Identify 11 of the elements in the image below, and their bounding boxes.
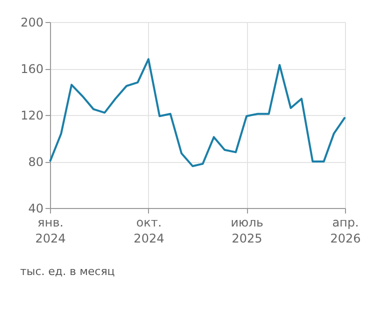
y-tick-label: 160	[20, 62, 44, 76]
y-tick-label: 120	[20, 108, 44, 122]
text: тыс. ед. в месяц	[20, 265, 115, 278]
x-tick-label: апр. 2026	[330, 216, 361, 246]
x-tick-label: окт. 2024	[134, 216, 164, 246]
x-tick-label: июль 2025	[230, 216, 264, 246]
y-tick-label: 40	[28, 202, 44, 216]
x-tick-label: янв. 2024	[35, 216, 66, 246]
y-tick-label: 80	[28, 155, 44, 169]
line-series	[49, 58, 346, 168]
y-tick-label: 200	[20, 16, 44, 30]
